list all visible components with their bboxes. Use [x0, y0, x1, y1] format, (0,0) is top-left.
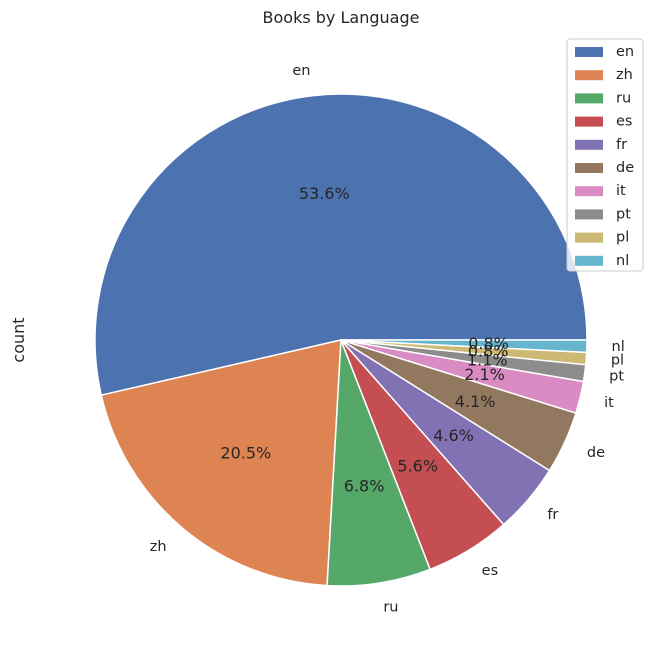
category-label-zh: zh [150, 539, 167, 555]
legend-label-ru: ru [616, 90, 631, 106]
legend-swatch-ru [575, 93, 603, 104]
legend-label-es: es [616, 114, 632, 130]
legend-label-pt: pt [616, 206, 631, 222]
legend-swatch-en [575, 47, 603, 57]
legend-swatch-zh [575, 70, 603, 81]
category-label-de: de [587, 445, 605, 461]
category-label-es: es [482, 563, 498, 579]
pie-slice-ru [326, 339, 431, 587]
category-label-fr: fr [547, 507, 558, 523]
category-label-pl: pl [611, 352, 624, 368]
pie-slice-nl [340, 339, 588, 354]
percent-label-it: 2.1% [464, 365, 505, 384]
pie-slice-zh [100, 339, 342, 587]
legend-swatch-fr [575, 139, 603, 150]
legend-label-zh: zh [616, 67, 633, 83]
legend: en zh ru es fr de it pt pl nl [566, 38, 644, 272]
legend-label-de: de [616, 160, 634, 176]
percent-label-es: 5.6% [397, 457, 438, 476]
percent-label-pt: 1.1% [467, 350, 508, 369]
percent-label-pl: 0.8% [468, 342, 509, 361]
category-label-it: it [604, 395, 614, 411]
legend-swatch-de [575, 163, 603, 173]
pie-slice-en [94, 93, 588, 396]
category-label-en: en [292, 63, 310, 79]
percent-label-nl: 0.8% [468, 334, 509, 353]
category-label-pt: pt [609, 368, 624, 384]
percent-label-ru: 6.8% [344, 476, 385, 495]
category-label-ru: ru [383, 599, 398, 615]
percent-label-fr: 4.6% [433, 426, 474, 445]
category-label-nl: nl [612, 339, 625, 355]
legend-swatch-es [575, 116, 603, 127]
percent-label-zh: 20.5% [220, 443, 271, 462]
legend-label-fr: fr [616, 137, 627, 153]
pie-slices [94, 93, 588, 587]
percent-labels: 53.6% 20.5% 6.8% 5.6% 4.6% 4.1% 2.1%1.1%0.8%0.… [220, 184, 508, 495]
legend-swatch-it [575, 186, 603, 197]
legend-label-pl: pl [616, 230, 629, 246]
chart-title: Books by Language [263, 8, 420, 27]
legend-label-en: en [616, 44, 634, 60]
legend-swatch-nl [575, 255, 603, 266]
legend-label-it: it [616, 183, 626, 199]
percent-label-en: 53.6% [299, 184, 350, 203]
legend-swatch-pl [575, 232, 603, 243]
legend-swatch-pt [575, 209, 603, 220]
legend-label-nl: nl [616, 253, 629, 269]
percent-label-de: 4.1% [455, 392, 496, 411]
y-axis-label: count [9, 317, 28, 362]
